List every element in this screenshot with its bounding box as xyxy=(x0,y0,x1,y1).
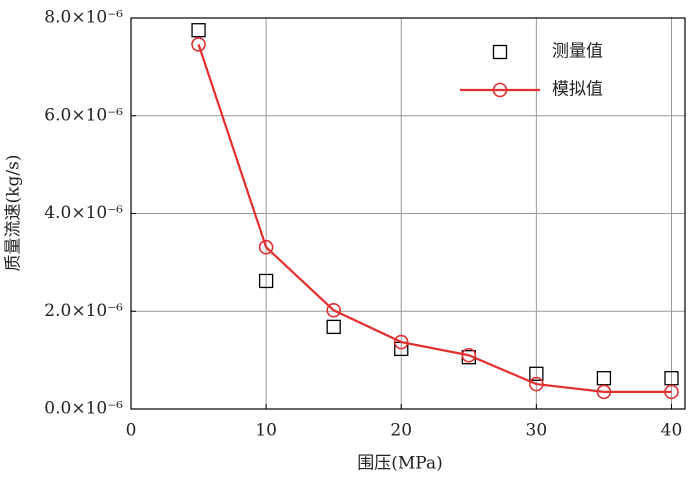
marker xyxy=(326,302,341,318)
marker xyxy=(258,239,274,255)
marker xyxy=(191,37,206,52)
x-tick-label: 40 xyxy=(661,421,683,441)
x-tick-label: 20 xyxy=(390,421,412,441)
y-tick-label: 0.0×10⁻⁶ xyxy=(44,399,123,419)
marker xyxy=(596,371,612,386)
marker xyxy=(461,347,477,363)
marker xyxy=(393,334,409,350)
marker xyxy=(664,384,679,400)
x-axis-label: 围压(MPa) xyxy=(357,454,442,474)
y-tick-label: 4.0×10⁻⁶ xyxy=(44,203,123,223)
series-line xyxy=(197,44,672,393)
x-tick-label: 30 xyxy=(526,421,548,441)
legend-label: 测量值 xyxy=(552,42,603,62)
y-axis-label: 质量流速(kg/s) xyxy=(4,155,24,272)
y-tick-label: 2.0×10⁻⁶ xyxy=(44,301,123,321)
x-tick-label: 10 xyxy=(255,421,277,441)
y-tick-label: 8.0×10⁻⁶ xyxy=(44,8,123,28)
x-tick-label: 0 xyxy=(126,421,137,441)
marker xyxy=(596,384,612,400)
marker xyxy=(191,23,206,38)
marker xyxy=(529,376,544,392)
legend-marker xyxy=(492,44,508,60)
legend-marker xyxy=(492,82,508,98)
legend-label: 模拟值 xyxy=(552,80,603,100)
marker xyxy=(326,319,341,335)
plot-frame xyxy=(130,17,686,410)
marker xyxy=(529,366,544,381)
y-tick-label: 6.0×10⁻⁶ xyxy=(44,105,123,125)
marker xyxy=(258,273,274,289)
